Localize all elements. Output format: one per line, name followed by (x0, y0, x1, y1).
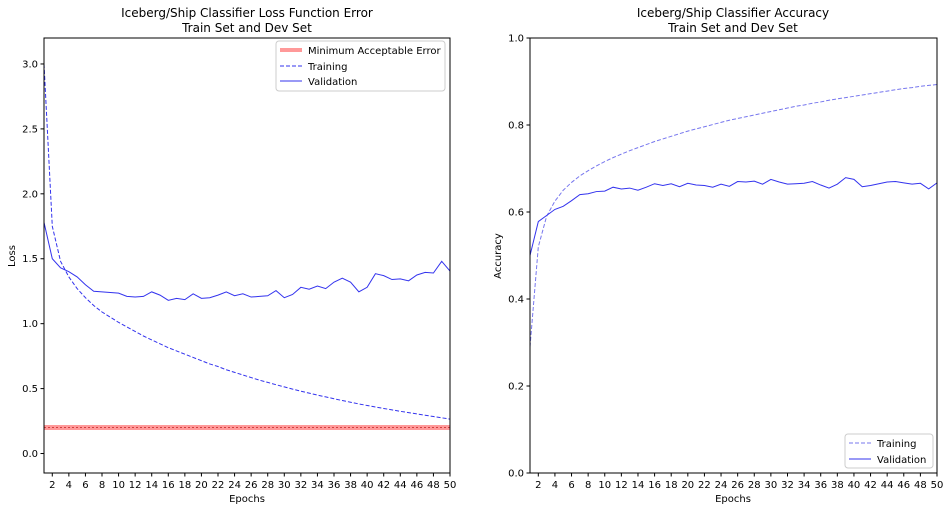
loss-chart-legend: Minimum Acceptable Error Training Valida… (275, 40, 446, 92)
accuracy-x-tick-label: 44 (881, 480, 894, 491)
loss-x-tick-label: 4 (66, 480, 72, 491)
loss-y-tick-label: 0.0 (22, 449, 38, 460)
loss-x-tick-label: 38 (344, 480, 357, 491)
loss-x-tick-label: 48 (427, 480, 440, 491)
accuracy-chart-y-axis-label: Accuracy (493, 233, 504, 279)
accuracy-chart-x-ticks: 2 4 6 8 10 12 14 16 18 20 22 24 26 28 30 32 34 36 38 40 42 44… (535, 473, 943, 491)
loss-legend-label-minimum-error: Minimum Acceptable Error (308, 46, 441, 57)
accuracy-x-tick-label: 30 (765, 480, 778, 491)
accuracy-x-tick-label: 18 (665, 480, 678, 491)
accuracy-y-tick-label: 1.0 (508, 34, 524, 45)
accuracy-x-tick-label: 50 (931, 480, 944, 491)
loss-chart-y-ticks: 0.0 0.5 1.0 1.5 2.0 2.5 3.0 (22, 59, 44, 460)
loss-chart-y-axis-label: Loss (7, 245, 18, 267)
accuracy-x-tick-label: 12 (615, 480, 628, 491)
loss-x-tick-label: 2 (49, 480, 55, 491)
accuracy-series-line-validation (529, 177, 938, 256)
loss-chart: Iceberg/Ship Classifier Loss Function Er… (7, 6, 456, 505)
accuracy-x-tick-label: 40 (848, 480, 861, 491)
loss-x-tick-label: 46 (410, 480, 423, 491)
accuracy-x-tick-label: 22 (698, 480, 711, 491)
accuracy-y-tick-label: 0.6 (508, 208, 524, 219)
accuracy-chart-marks (529, 84, 938, 347)
loss-x-tick-label: 6 (82, 480, 88, 491)
loss-y-tick-label: 1.0 (22, 319, 38, 330)
loss-chart-marks (43, 63, 451, 431)
accuracy-chart-title-line1: Iceberg/Ship Classifier Accuracy (637, 6, 829, 20)
loss-x-tick-label: 30 (278, 480, 291, 491)
accuracy-x-tick-label: 34 (798, 480, 811, 491)
loss-x-tick-label: 28 (261, 480, 274, 491)
accuracy-x-tick-label: 36 (814, 480, 827, 491)
loss-y-tick-label: 1.5 (22, 254, 38, 265)
accuracy-x-tick-label: 10 (598, 480, 611, 491)
loss-y-tick-label: 3.0 (22, 59, 38, 70)
loss-legend-label-validation: Validation (308, 77, 357, 88)
loss-x-tick-label: 36 (328, 480, 341, 491)
accuracy-chart: Iceberg/Ship Classifier Accuracy Train S… (493, 6, 943, 505)
loss-chart-x-ticks: 2 4 6 8 10 12 14 16 18 20 22 24 26 28 30 32 34 36 38 40 42 44… (49, 473, 456, 491)
loss-x-tick-label: 12 (129, 480, 142, 491)
loss-x-tick-label: 44 (394, 480, 407, 491)
accuracy-x-tick-label: 14 (632, 480, 645, 491)
accuracy-x-tick-label: 42 (864, 480, 877, 491)
accuracy-legend-label-validation: Validation (877, 455, 926, 466)
loss-y-tick-label: 2.0 (22, 189, 38, 200)
loss-x-tick-label: 14 (145, 480, 158, 491)
accuracy-x-tick-label: 32 (781, 480, 794, 491)
accuracy-chart-title-line2: Train Set and Dev Set (667, 21, 798, 35)
accuracy-x-tick-label: 20 (681, 480, 694, 491)
loss-x-tick-label: 16 (162, 480, 175, 491)
loss-x-tick-label: 40 (361, 480, 374, 491)
loss-x-tick-label: 34 (311, 480, 324, 491)
accuracy-x-tick-label: 46 (897, 480, 910, 491)
accuracy-x-tick-label: 26 (731, 480, 744, 491)
accuracy-series-line-training (529, 84, 938, 347)
loss-x-tick-label: 18 (178, 480, 191, 491)
loss-series-line-training (43, 63, 451, 420)
loss-x-tick-label: 10 (112, 480, 125, 491)
loss-y-tick-label: 0.5 (22, 384, 38, 395)
loss-x-tick-label: 50 (444, 480, 457, 491)
accuracy-x-tick-label: 24 (715, 480, 728, 491)
accuracy-x-tick-label: 38 (831, 480, 844, 491)
accuracy-x-tick-label: 2 (535, 480, 541, 491)
accuracy-x-tick-label: 6 (568, 480, 574, 491)
loss-x-tick-label: 26 (245, 480, 258, 491)
loss-x-tick-label: 24 (228, 480, 241, 491)
loss-y-tick-label: 2.5 (22, 124, 38, 135)
accuracy-y-tick-label: 0.4 (508, 295, 524, 306)
accuracy-x-tick-label: 8 (585, 480, 591, 491)
accuracy-chart-y-ticks: 0.0 0.2 0.4 0.6 0.8 1.0 (508, 34, 530, 480)
loss-x-tick-label: 20 (195, 480, 208, 491)
loss-chart-title-line1: Iceberg/Ship Classifier Loss Function Er… (121, 6, 373, 20)
accuracy-x-tick-label: 16 (648, 480, 661, 491)
loss-chart-x-axis-label: Epochs (229, 494, 265, 505)
accuracy-y-tick-label: 0.0 (508, 469, 524, 480)
accuracy-chart-plot-frame (529, 37, 938, 474)
loss-legend-box (275, 40, 446, 92)
loss-x-tick-label: 8 (99, 480, 105, 491)
loss-x-tick-label: 22 (212, 480, 225, 491)
loss-x-tick-label: 42 (377, 480, 390, 491)
accuracy-legend-label-training: Training (876, 439, 916, 450)
loss-chart-plot-frame (43, 37, 451, 474)
loss-x-tick-label: 32 (294, 480, 307, 491)
accuracy-y-tick-label: 0.2 (508, 382, 524, 393)
accuracy-chart-legend: Training Validation (844, 433, 934, 469)
accuracy-x-tick-label: 48 (914, 480, 927, 491)
loss-chart-title-line2: Train Set and Dev Set (181, 21, 312, 35)
accuracy-y-tick-label: 0.8 (508, 121, 524, 132)
loss-series-line-validation (43, 222, 451, 301)
accuracy-x-tick-label: 28 (748, 480, 761, 491)
accuracy-x-tick-label: 4 (552, 480, 558, 491)
loss-legend-label-training: Training (307, 62, 347, 73)
accuracy-chart-x-axis-label: Epochs (715, 494, 751, 505)
